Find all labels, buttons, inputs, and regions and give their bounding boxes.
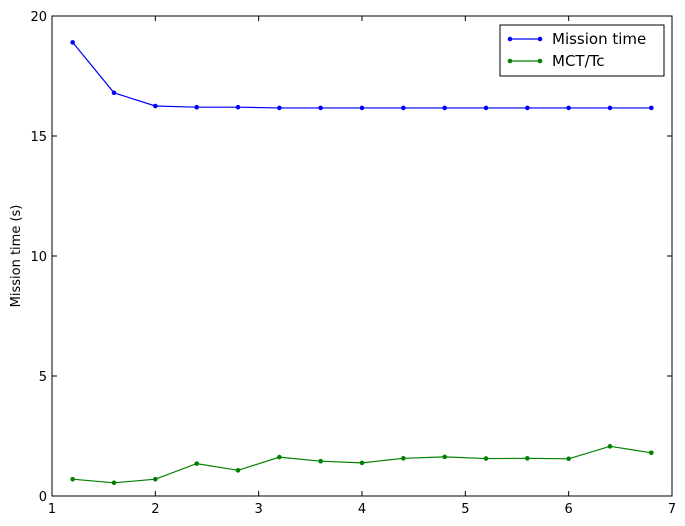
data-point (525, 105, 530, 111)
data-point (483, 105, 489, 111)
x-tick-label: 2 (151, 502, 159, 517)
data-point (483, 456, 489, 461)
data-point (566, 456, 571, 462)
legend-marker (537, 36, 543, 42)
y-tick-label: 0 (39, 490, 47, 505)
data-point (235, 468, 241, 473)
data-point (111, 90, 117, 96)
legend-frame (499, 24, 665, 77)
data-point (442, 105, 447, 111)
axes-layer: 1 2 3 4 5 6 7 0 5 10 15 20 (30, 10, 676, 517)
x-tick-label: 1 (48, 502, 56, 517)
data-point (359, 105, 365, 111)
x-tick-label: 7 (668, 502, 676, 517)
x-tick-label: 3 (255, 502, 263, 517)
legend-label: Mission time (552, 30, 646, 48)
series-layer (70, 40, 654, 486)
x-tick-label: 4 (358, 502, 366, 517)
data-point (318, 105, 323, 111)
x-tick-label: 6 (565, 502, 573, 517)
legend-marker (507, 58, 513, 64)
data-point (194, 461, 199, 466)
legend-label: MCT/Tc (552, 52, 605, 70)
data-point (566, 105, 571, 111)
data-point (401, 105, 406, 111)
data-point (277, 105, 282, 111)
y-tick-label: 5 (39, 370, 47, 385)
plot-area (52, 16, 672, 496)
data-point (607, 105, 613, 111)
data-point (359, 460, 365, 466)
y-tick-label: 20 (30, 10, 47, 25)
data-point (153, 476, 158, 482)
data-point (442, 454, 447, 460)
data-point (649, 450, 654, 456)
data-point (70, 476, 75, 482)
y-tick-label: 15 (30, 130, 47, 145)
data-point (277, 454, 282, 460)
data-point (401, 456, 406, 461)
data-point (607, 444, 613, 449)
data-point (525, 456, 530, 461)
data-point (153, 103, 158, 109)
legend: Mission time MCT/Tc (499, 24, 665, 77)
data-point (111, 480, 117, 486)
data-point (318, 458, 323, 464)
data-point (235, 104, 241, 110)
x-tick-label: 5 (461, 502, 469, 517)
legend-marker (537, 58, 543, 64)
legend-marker (507, 36, 513, 42)
y-tick-label: 10 (30, 250, 47, 265)
y-axis-label: Mission time (s) (9, 205, 24, 308)
data-point (194, 104, 199, 110)
plot-background (52, 16, 672, 496)
data-point (649, 105, 654, 111)
data-point (70, 40, 75, 45)
